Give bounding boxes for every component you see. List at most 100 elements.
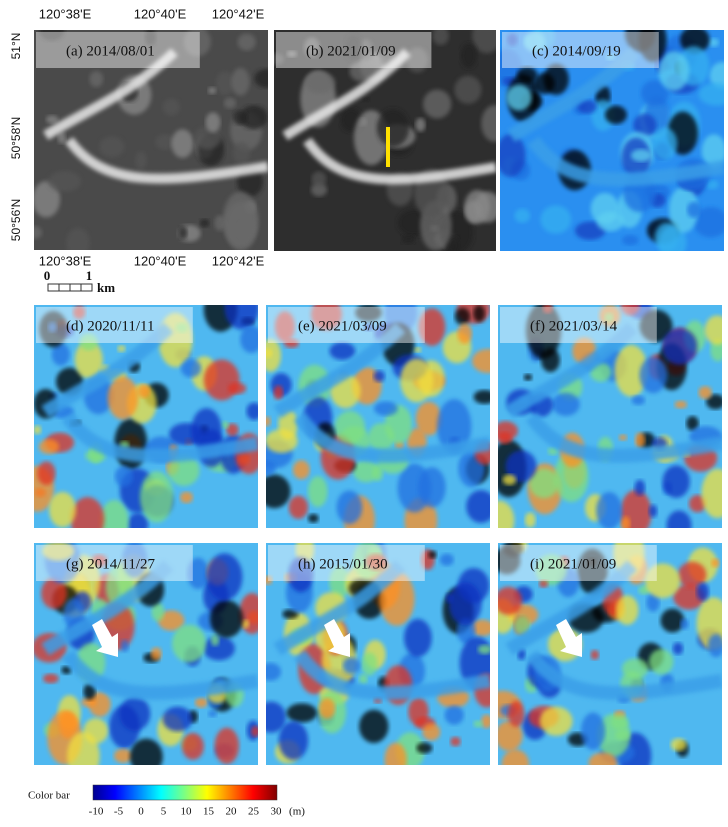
texture-blob	[307, 513, 319, 523]
texture-blob	[614, 344, 648, 397]
texture-blob	[646, 593, 660, 612]
map-panel: (e) 2021/03/09	[266, 305, 490, 528]
left-latitude: 50°56'N	[9, 199, 23, 241]
texture-blob	[513, 615, 531, 636]
texture-blob	[73, 305, 86, 320]
texture-blob	[454, 75, 482, 104]
texture-blob	[604, 312, 614, 323]
texture-blob	[155, 134, 176, 150]
texture-blob	[457, 323, 473, 344]
left-latitude: 50°58'N	[9, 117, 23, 159]
texture-blob	[34, 181, 61, 218]
texture-blob	[37, 461, 56, 485]
texture-blob	[672, 642, 684, 655]
texture-blob	[450, 736, 461, 747]
texture-blob	[266, 474, 291, 509]
texture-blob	[58, 711, 78, 739]
texture-blob	[498, 500, 515, 528]
panel-content	[266, 543, 490, 765]
texture-blob	[413, 347, 422, 353]
texture-blob	[539, 706, 573, 736]
color-bar-unit: (m)	[289, 806, 305, 818]
texture-blob	[48, 170, 82, 192]
texture-blob	[525, 305, 562, 359]
texture-blob	[178, 226, 188, 240]
texture-blob	[498, 720, 523, 751]
texture-blob	[709, 62, 724, 89]
texture-blob	[208, 710, 218, 717]
texture-blob	[241, 619, 250, 629]
texture-blob	[432, 30, 449, 46]
label-box	[502, 32, 659, 68]
texture-blob	[171, 624, 207, 663]
texture-blob	[680, 30, 710, 54]
texture-blob	[591, 99, 615, 131]
texture-blob	[705, 180, 719, 190]
texture-blob	[448, 582, 482, 626]
texture-blob	[175, 322, 189, 333]
label-box	[276, 32, 432, 68]
texture-blob	[620, 489, 652, 528]
texture-blob	[361, 97, 370, 102]
texture-blob	[639, 357, 668, 394]
texture-blob	[266, 416, 271, 427]
texture-blob	[311, 171, 327, 187]
texture-blob	[51, 343, 70, 366]
texture-blob	[70, 497, 105, 528]
texture-blob	[662, 328, 698, 365]
panel-content	[274, 30, 496, 251]
map-panel: (g) 2014/11/27	[34, 543, 258, 765]
label-box	[36, 32, 200, 68]
river-valley	[41, 560, 258, 700]
texture-blob	[651, 127, 678, 161]
texture-blob	[481, 714, 490, 729]
texture-blob	[670, 738, 687, 752]
texture-blob	[577, 99, 597, 114]
texture-blob	[473, 390, 490, 404]
texture-blob	[422, 89, 452, 119]
texture-blob	[540, 205, 572, 234]
texture-blob	[406, 47, 429, 73]
panel-label: (e) 2021/03/09	[298, 318, 387, 334]
texture-blob	[415, 117, 426, 132]
texture-blob	[67, 731, 100, 765]
texture-blob	[473, 305, 486, 323]
texture-blob	[273, 385, 284, 400]
texture-blob	[38, 439, 60, 455]
texture-blob	[508, 700, 525, 727]
color-bar-tick: 30	[271, 806, 283, 818]
texture-blob	[288, 495, 309, 519]
texture-blob	[481, 104, 496, 142]
texture-blob	[615, 595, 639, 625]
texture-blob	[226, 423, 239, 437]
texture-blob	[288, 556, 314, 593]
texture-blob	[529, 468, 559, 499]
panel-label: (g) 2014/11/27	[66, 556, 156, 572]
map-panel: (f) 2021/03/14	[498, 305, 722, 528]
texture-blob	[706, 394, 722, 410]
texture-blob	[120, 639, 129, 652]
texture-blob	[704, 315, 722, 345]
texture-blob	[361, 652, 378, 676]
texture-blob	[274, 53, 284, 66]
texture-blob	[139, 471, 174, 523]
texture-blob	[342, 657, 361, 674]
texture-blob	[233, 110, 248, 125]
texture-blob	[631, 395, 646, 406]
texture-blob	[334, 410, 366, 445]
panel-label: (d) 2020/11/11	[66, 318, 154, 334]
texture-blob	[150, 647, 162, 661]
texture-blob	[472, 349, 490, 374]
texture-blob	[286, 703, 318, 723]
texture-blob	[638, 30, 667, 63]
texture-blob	[113, 748, 133, 763]
texture-blob	[107, 376, 139, 420]
texture-blob	[428, 550, 437, 559]
bottom-longitude: 120°42'E	[212, 253, 265, 268]
texture-blob	[711, 558, 720, 568]
texture-blob	[99, 136, 125, 158]
texture-blob	[34, 425, 42, 435]
panel-label: (c) 2014/09/19	[532, 43, 621, 59]
texture-blob	[239, 593, 258, 635]
